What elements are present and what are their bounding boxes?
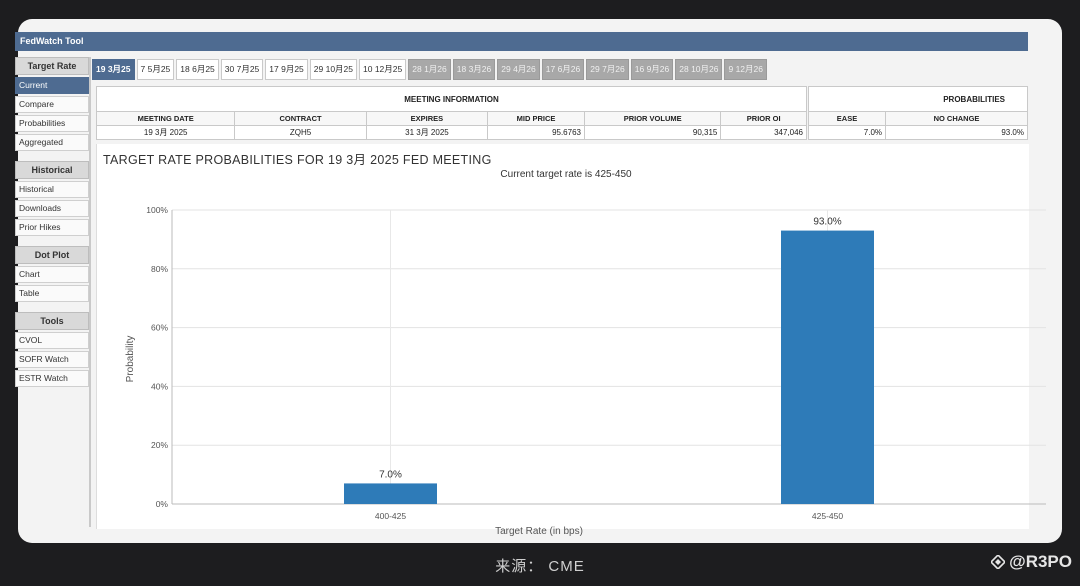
sidebar-item-cvol[interactable]: CVOL [15, 332, 89, 349]
sidebar-heading: Dot Plot [15, 246, 89, 264]
header-no-change: NO CHANGE [885, 111, 1028, 126]
chart-title: TARGET RATE PROBABILITIES FOR 19 3月 2025… [103, 153, 492, 167]
x-axis-label: Target Rate (in bps) [495, 526, 583, 537]
cell-prior-oi: 347,046 [720, 125, 807, 140]
diamond-logo-icon [991, 555, 1006, 569]
tab-meeting-date[interactable]: 17 9月25 [265, 59, 308, 80]
watermark-text: @R3PO [1009, 552, 1072, 571]
cell-no-change: 93.0% [885, 125, 1028, 140]
tab-meeting-date[interactable]: 10 12月25 [359, 59, 407, 80]
y-axis-label: Probability [125, 336, 136, 383]
cell-mid-price: 95.6763 [487, 125, 585, 140]
tab-meeting-date[interactable]: 28 1月26 [408, 59, 451, 80]
meeting-date-tabs: 19 3月25 7 5月25 18 6月25 30 7月25 17 9月25 29 10月… [92, 59, 769, 80]
header-prior-oi: PRIOR OI [720, 111, 807, 126]
y-tick-label: 60% [151, 323, 168, 333]
cell-expires: 31 3月 2025 [365, 125, 489, 140]
tab-meeting-date[interactable]: 19 3月25 [92, 59, 135, 80]
tab-meeting-date[interactable]: 16 9月26 [630, 59, 674, 80]
sidebar-item-table[interactable]: Table [15, 285, 89, 302]
sidebar: Target Rate Current Compare Probabilities Ag… [15, 57, 89, 527]
bar-425-450 [781, 230, 874, 504]
sidebar-item-historical[interactable]: Historical [15, 181, 89, 198]
tab-meeting-date[interactable]: 17 6月26 [541, 59, 585, 80]
header-expires: EXPIRES [365, 111, 489, 126]
tab-meeting-date[interactable]: 30 7月25 [220, 59, 264, 80]
meeting-information-table: MEETING INFORMATION MEETING DATE CONTRAC… [95, 86, 807, 140]
tab-meeting-date[interactable]: 28 10月26 [675, 59, 723, 80]
sidebar-heading: Historical [15, 161, 89, 179]
tab-meeting-date[interactable]: 7 5月25 [136, 59, 175, 80]
cell-prior-volume: 90,315 [583, 125, 722, 140]
source-caption: 来源： CME [495, 558, 585, 575]
window-title-bar: FedWatch Tool [15, 32, 1028, 51]
tab-meeting-date[interactable]: 18 6月25 [176, 59, 219, 80]
watermark: @R3PO [991, 552, 1072, 572]
tab-meeting-date[interactable]: 29 10月25 [309, 59, 358, 80]
tab-meeting-date[interactable]: 9 12月26 [724, 59, 767, 80]
sidebar-item-aggregated[interactable]: Aggregated [15, 134, 89, 151]
cell-contract: ZQH5 [234, 125, 367, 140]
sidebar-item-chart[interactable]: Chart [15, 266, 89, 283]
y-tick-label: 0% [156, 499, 169, 509]
tab-meeting-date[interactable]: 18 3月26 [452, 59, 496, 80]
sidebar-heading: Tools [15, 312, 89, 330]
sidebar-divider [89, 57, 91, 527]
sidebar-item-prior-hikes[interactable]: Prior Hikes [15, 219, 89, 236]
sidebar-heading: Target Rate [15, 57, 89, 75]
y-tick-label: 100% [146, 205, 168, 215]
sidebar-item-compare[interactable]: Compare [15, 96, 89, 113]
sidebar-item-downloads[interactable]: Downloads [15, 200, 89, 217]
sidebar-item-estr-watch[interactable]: ESTR Watch [15, 370, 89, 387]
tab-meeting-date[interactable]: 29 7月26 [586, 59, 629, 80]
x-tick-label: 400-425 [375, 511, 406, 521]
window-title: FedWatch Tool [20, 36, 84, 46]
chart-subtitle: Current target rate is 425-450 [500, 169, 632, 180]
bar-400-425 [344, 483, 437, 504]
y-tick-label: 40% [151, 381, 168, 391]
sidebar-item-current[interactable]: Current [15, 77, 89, 94]
probabilities-table: PROBABILITIES EASE NO CHANGE 7.0% 93.0% [808, 86, 1028, 140]
bar-value-label: 93.0% [813, 217, 841, 228]
bar-value-label: 7.0% [379, 469, 402, 480]
header-prior-volume: PRIOR VOLUME [583, 111, 722, 126]
x-tick-label: 425-450 [812, 511, 843, 521]
y-tick-label: 20% [151, 440, 168, 450]
sidebar-item-probabilities[interactable]: Probabilities [15, 115, 89, 132]
y-tick-label: 80% [151, 264, 168, 274]
sidebar-item-sofr-watch[interactable]: SOFR Watch [15, 351, 89, 368]
tab-meeting-date[interactable]: 29 4月26 [497, 59, 540, 80]
